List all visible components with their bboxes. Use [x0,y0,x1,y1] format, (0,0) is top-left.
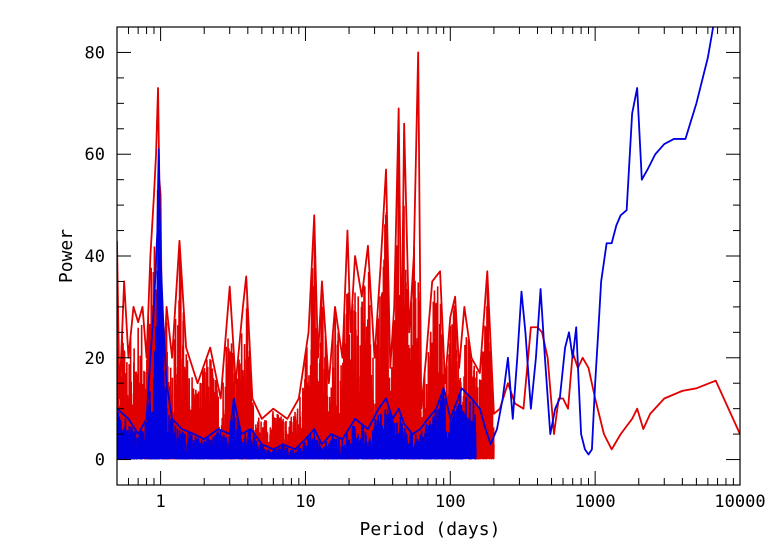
y-tick-label: 80 [85,43,105,63]
y-tick-label: 0 [95,451,105,471]
y-tick-labels: 0 20 40 60 80 [85,43,105,470]
series-2-dense-line [117,166,477,460]
y-axis-label: Power [56,229,77,283]
x-tick-label: 100 [435,492,466,512]
x-tick-label: 10 [295,492,315,512]
x-tick-labels: 1 10 100 1000 10000 [155,492,765,512]
y-tick-label: 60 [85,145,105,165]
y-tick-label: 20 [85,349,105,369]
series-layer [117,27,740,460]
x-tick-label: 1 [155,492,165,512]
x-tick-label: 1000 [575,492,616,512]
y-tick-label: 40 [85,247,105,267]
ticks-layer [116,26,741,485]
x-tick-label: 10000 [714,492,765,512]
x-axis-label: Period (days) [360,519,501,540]
series-2-line [117,27,715,456]
